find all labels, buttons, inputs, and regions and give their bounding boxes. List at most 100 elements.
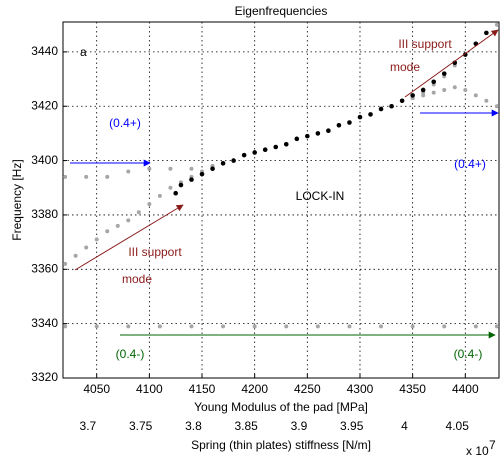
point <box>420 87 426 93</box>
point <box>73 253 78 258</box>
point <box>221 324 226 329</box>
point <box>189 177 194 182</box>
point <box>136 210 141 215</box>
x-tick-label: 4400 <box>452 382 479 396</box>
point <box>473 324 478 329</box>
point <box>462 52 468 57</box>
point <box>105 229 110 234</box>
annotation: III support <box>398 37 452 51</box>
point <box>283 141 289 147</box>
point <box>284 324 289 329</box>
y-tick-label: 3440 <box>31 44 58 58</box>
annotation: mode <box>390 60 420 74</box>
point <box>294 136 300 142</box>
point <box>63 261 68 266</box>
x2-tick-label: 4.05 <box>446 419 470 433</box>
point <box>368 112 373 117</box>
annotation: a <box>80 45 87 59</box>
x2-tick-label: 3.8 <box>185 419 202 433</box>
point <box>63 174 68 179</box>
point <box>473 93 478 98</box>
point <box>168 166 173 171</box>
point <box>94 324 99 329</box>
x2-axis-label: Spring (thin plates) stiffness [N/m] <box>191 438 371 452</box>
point <box>484 30 489 36</box>
point <box>347 120 352 125</box>
point <box>431 90 436 95</box>
annotation: LOCK-IN <box>296 189 345 203</box>
point <box>273 144 279 150</box>
point <box>463 87 468 92</box>
point <box>199 171 205 177</box>
annotation: (0.4-) <box>116 347 145 361</box>
point <box>126 169 131 174</box>
point <box>231 158 236 163</box>
point <box>410 93 415 98</box>
x2-tick-label: 3.95 <box>340 419 364 433</box>
point <box>399 98 405 104</box>
y-tick-label: 3420 <box>31 98 58 112</box>
annotation: III support <box>128 245 182 259</box>
y-tick-label: 3320 <box>31 370 58 384</box>
arrow <box>74 204 184 271</box>
point <box>189 166 194 171</box>
x-tick-label: 4250 <box>294 382 321 396</box>
point <box>442 324 447 329</box>
y-tick-label: 3380 <box>31 207 58 221</box>
point <box>494 324 499 329</box>
annotation: (0.4+) <box>109 116 141 130</box>
point <box>442 87 447 92</box>
point <box>494 22 499 27</box>
x-tick-label: 4300 <box>347 382 374 396</box>
point <box>315 131 321 136</box>
point <box>252 324 257 329</box>
point <box>147 166 152 171</box>
annotation: mode <box>122 272 152 286</box>
point <box>126 218 131 223</box>
exponent-base: x 10 <box>466 444 489 458</box>
x2-tick-label: 3.7 <box>80 419 97 433</box>
point <box>84 245 89 250</box>
point <box>484 98 489 103</box>
y-tick-label: 3340 <box>31 316 58 330</box>
point <box>63 324 68 329</box>
point <box>431 79 437 85</box>
y-axis-label: Frequency [Hz] <box>10 159 24 240</box>
point <box>115 223 120 228</box>
x-axis-label: Young Modulus of the pad [MPa] <box>194 400 368 414</box>
point <box>252 150 257 155</box>
point <box>189 324 194 329</box>
point <box>347 324 352 329</box>
point <box>105 174 110 179</box>
annotation: (0.4+) <box>454 157 486 171</box>
point <box>441 71 447 76</box>
point <box>357 114 363 120</box>
point <box>84 174 89 179</box>
y-tick-label: 3400 <box>31 153 58 167</box>
point <box>241 152 247 158</box>
y-tick-label: 3360 <box>31 261 58 275</box>
chart-title: Eigenfrequencies <box>235 4 328 18</box>
x2-tick-label: 3.75 <box>129 419 153 433</box>
point <box>157 324 162 329</box>
point <box>494 104 499 109</box>
x-tick-label: 4150 <box>189 382 216 396</box>
x-tick-label: 4050 <box>83 382 110 396</box>
x-tick-label: 4200 <box>241 382 268 396</box>
x2-tick-label: 4 <box>401 419 408 433</box>
point <box>315 324 320 329</box>
point <box>452 85 457 90</box>
annotation: (0.4-) <box>454 347 483 361</box>
point <box>378 106 384 112</box>
point <box>210 166 215 172</box>
point <box>94 237 99 242</box>
x2-tick-label: 3.85 <box>234 419 258 433</box>
point <box>173 190 178 196</box>
point <box>379 324 384 329</box>
point <box>389 103 394 109</box>
point <box>410 324 415 329</box>
arrow <box>404 29 499 98</box>
point <box>262 147 268 153</box>
x-tick-label: 4350 <box>399 382 426 396</box>
